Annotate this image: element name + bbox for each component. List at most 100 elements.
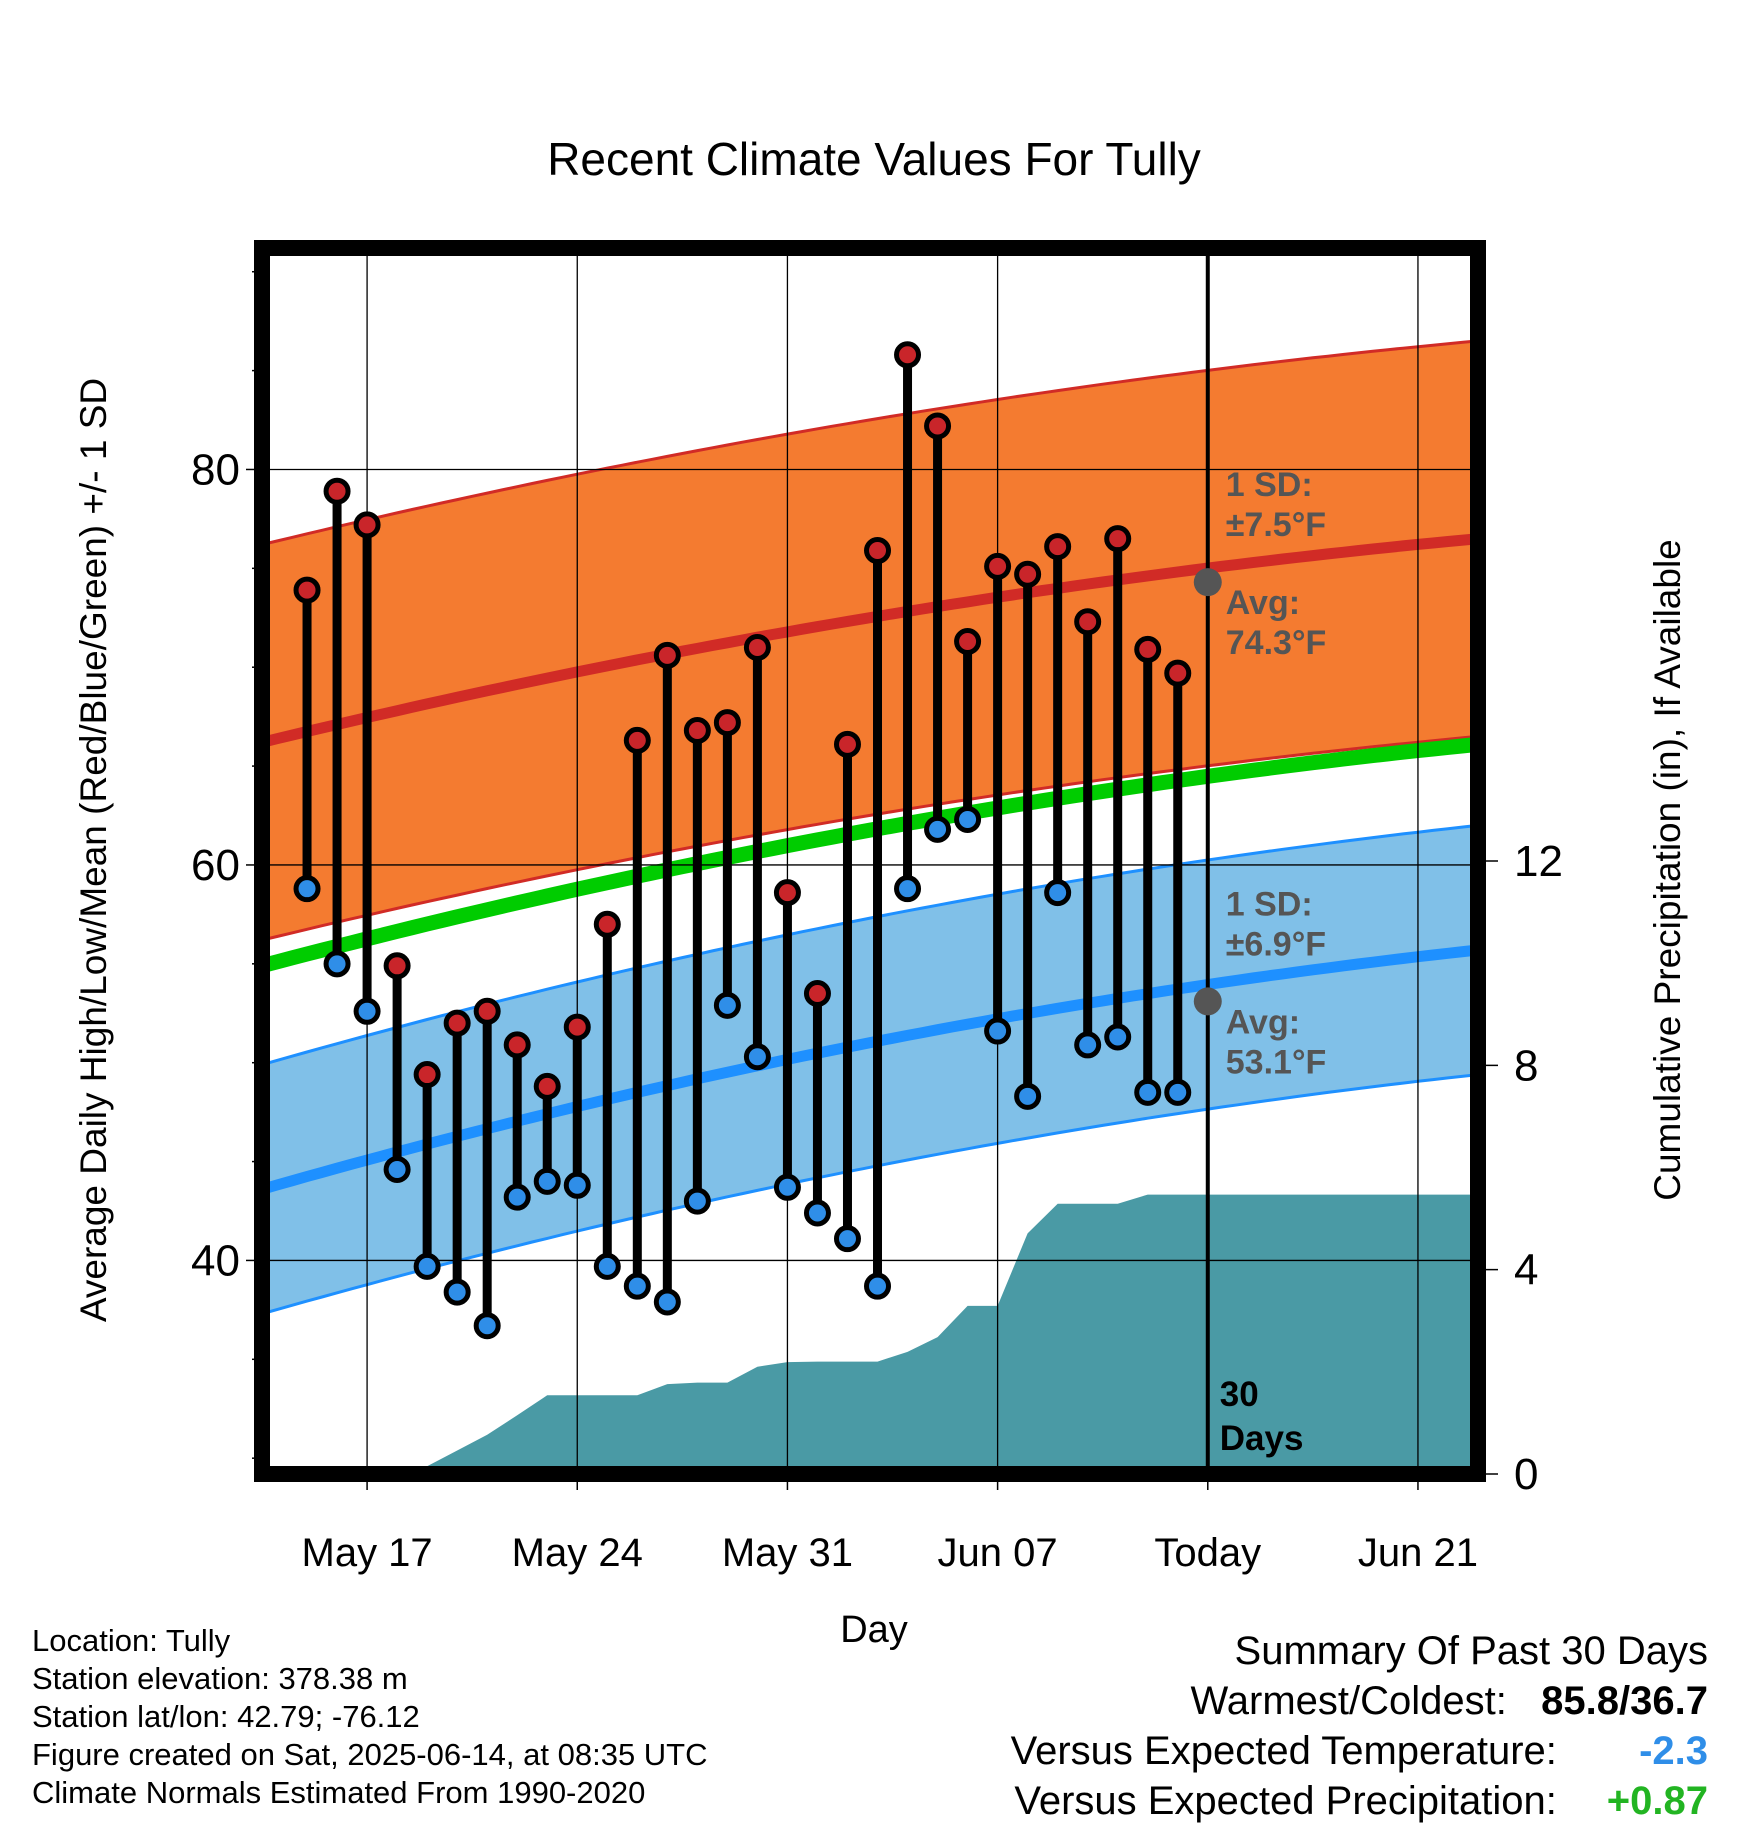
daily-low-point (954, 805, 982, 833)
elevation-text: Station elevation: 378.38 m (32, 1661, 408, 1696)
daily-low-point (984, 1017, 1012, 1045)
daily-low-point (653, 1288, 681, 1316)
high-avg-marker (1193, 568, 1222, 597)
daily-high-point (473, 997, 501, 1025)
daily-high-point (1014, 560, 1042, 588)
daily-high-point (833, 730, 861, 758)
window-days-label: 30 Days (1220, 1375, 1304, 1458)
daily-low-point (743, 1043, 771, 1071)
daily-high-point (323, 477, 351, 505)
daily-low-point (1014, 1082, 1042, 1110)
created-text: Figure created on Sat, 2025-06-14, at 08… (32, 1737, 708, 1772)
station-info: Location: Tully Station elevation: 378.3… (32, 1622, 708, 1812)
x-axis-label: Day (840, 1609, 908, 1651)
daily-low-point (1104, 1023, 1132, 1051)
y2-axis-label: Cumulative Precipitation (in), If Availa… (1647, 539, 1688, 1201)
normal-mean-line (262, 736, 1478, 974)
y-tick-label: 60 (191, 841, 240, 890)
location-text: Location: Tully (32, 1623, 231, 1658)
daily-high-point (533, 1072, 561, 1100)
daily-high-point (1074, 608, 1102, 636)
daily-low-point (1164, 1078, 1192, 1106)
daily-low-point (683, 1187, 711, 1215)
daily-low-point (533, 1167, 561, 1195)
daily-low-point (773, 1173, 801, 1201)
low-band-upper-edge (262, 823, 1478, 1067)
daily-low-point (323, 950, 351, 978)
daily-low-point (1134, 1078, 1162, 1106)
precip-row: Versus Expected Precipitation: +0.87 (1011, 1776, 1708, 1826)
daily-low-point (473, 1312, 501, 1340)
daily-low-point (353, 997, 381, 1025)
y2-tick-label: 0 (1514, 1450, 1538, 1499)
daily-high-point (623, 726, 651, 754)
daily-high-point (864, 537, 892, 565)
daily-high-point (683, 716, 711, 744)
temp-value: -2.3 (1639, 1729, 1708, 1773)
high-sd-annotation: 1 SD: ±7.5°F (1226, 466, 1326, 544)
summary-title: Summary Of Past 30 Days (1234, 1629, 1708, 1673)
normal-low-line (262, 944, 1478, 1195)
y2-tick-label: 8 (1514, 1041, 1538, 1090)
daily-high-point (984, 552, 1012, 580)
precip-value: +0.87 (1606, 1779, 1708, 1823)
temp-row: Versus Expected Temperature: -2.3 (1011, 1726, 1708, 1776)
daily-high-point (894, 341, 922, 369)
warm-cold-row: Warmest/Coldest: 85.8/36.7 (1011, 1676, 1709, 1726)
daily-high-point (653, 641, 681, 669)
x-tick-label: Today (1154, 1531, 1261, 1575)
daily-high-point (924, 412, 952, 440)
daily-low-point (713, 991, 741, 1019)
daily-high-point (383, 952, 411, 980)
daily-high-point (773, 879, 801, 907)
high-band-lower-edge (262, 734, 1478, 942)
daily-high-point (563, 1013, 591, 1041)
latlon-text: Station lat/lon: 42.79; -76.12 (32, 1699, 420, 1734)
high-avg-annotation: Avg: 74.3°F (1226, 584, 1327, 662)
daily-high-point (443, 1009, 471, 1037)
daily-low-point (894, 875, 922, 903)
y-axis-label: Average Daily High/Low/Mean (Red/Blue/Gr… (73, 378, 114, 1322)
precip-label: Versus Expected Precipitation: (1014, 1779, 1557, 1823)
summary-panel: Summary Of Past 30 Days Warmest/Coldest:… (1011, 1626, 1708, 1826)
daily-low-point (593, 1252, 621, 1280)
y-tick-label: 80 (191, 445, 240, 494)
chart-title: Recent Climate Values For Tully (547, 133, 1201, 185)
warm-cold-label: Warmest/Coldest: (1190, 1679, 1507, 1723)
high-band-upper-edge (262, 339, 1478, 547)
daily-high-point (1044, 533, 1072, 561)
y-tick-label: 40 (191, 1236, 240, 1285)
daily-low-point (413, 1252, 441, 1280)
low-band-lower-edge (262, 1073, 1478, 1316)
daily-high-point (593, 910, 621, 938)
daily-low-point (803, 1199, 831, 1227)
daily-high-point (803, 979, 831, 1007)
x-tick-label: May 17 (302, 1531, 433, 1575)
daily-low-point (924, 815, 952, 843)
high-sd-band (262, 340, 1478, 941)
y2-tick-label: 4 (1514, 1246, 1538, 1295)
x-tick-label: May 31 (722, 1531, 853, 1575)
daily-high-point (1134, 635, 1162, 663)
normal-high-line (262, 533, 1478, 748)
daily-high-point (1164, 659, 1192, 687)
daily-low-point (383, 1155, 411, 1183)
daily-high-point (353, 511, 381, 539)
daily-low-point (293, 875, 321, 903)
daily-high-point (954, 628, 982, 656)
daily-high-point (713, 709, 741, 737)
x-tick-label: May 24 (512, 1531, 643, 1575)
daily-high-point (503, 1031, 531, 1059)
daily-high-point (413, 1061, 441, 1089)
daily-high-point (1104, 525, 1132, 553)
daily-low-point (864, 1272, 892, 1300)
daily-low-point (503, 1183, 531, 1211)
daily-low-point (1074, 1031, 1102, 1059)
low-avg-annotation: Avg: 53.1°F (1226, 1003, 1327, 1081)
daily-high-point (743, 633, 771, 661)
normals-text: Climate Normals Estimated From 1990-2020 (32, 1775, 646, 1810)
daily-low-point (563, 1171, 591, 1199)
daily-high-point (293, 576, 321, 604)
x-tick-label: Jun 21 (1358, 1531, 1478, 1575)
